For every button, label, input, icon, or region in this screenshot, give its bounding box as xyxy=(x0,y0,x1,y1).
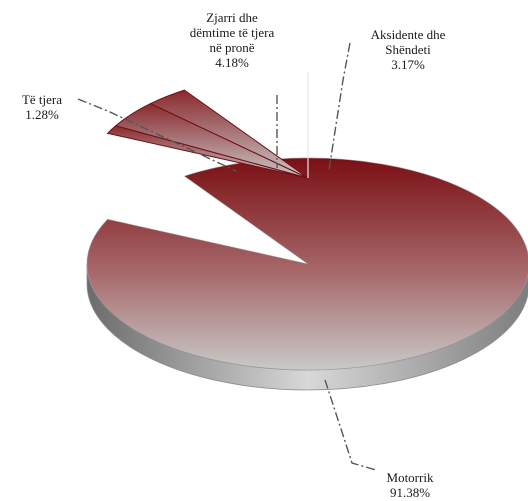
slice-name-label: dëmtime të tjera xyxy=(190,25,275,40)
pie-slice-motorrik xyxy=(86,157,528,371)
leader-line xyxy=(77,98,237,172)
pie-slice-aksidente-dhe xyxy=(149,89,309,179)
leader-lines xyxy=(77,42,377,471)
slice-name-label: Shëndeti xyxy=(385,42,431,57)
slice-name-label: Aksidente dhe xyxy=(371,27,446,42)
pie-slices xyxy=(86,72,528,371)
slice-name-label: në pronë xyxy=(209,40,254,55)
slice-value-label: 91.38% xyxy=(390,485,430,500)
leader-line xyxy=(324,379,377,471)
slice-value-label: 4.18% xyxy=(215,55,249,70)
slice-name-label: Zjarri dhe xyxy=(206,10,258,25)
leader-line xyxy=(328,42,351,171)
slice-value-label: 1.28% xyxy=(25,107,59,122)
slice-name-label: Të tjera xyxy=(22,92,62,107)
slice-value-label: 3.17% xyxy=(391,57,425,72)
slice-name-label: Motorrik xyxy=(387,470,434,485)
